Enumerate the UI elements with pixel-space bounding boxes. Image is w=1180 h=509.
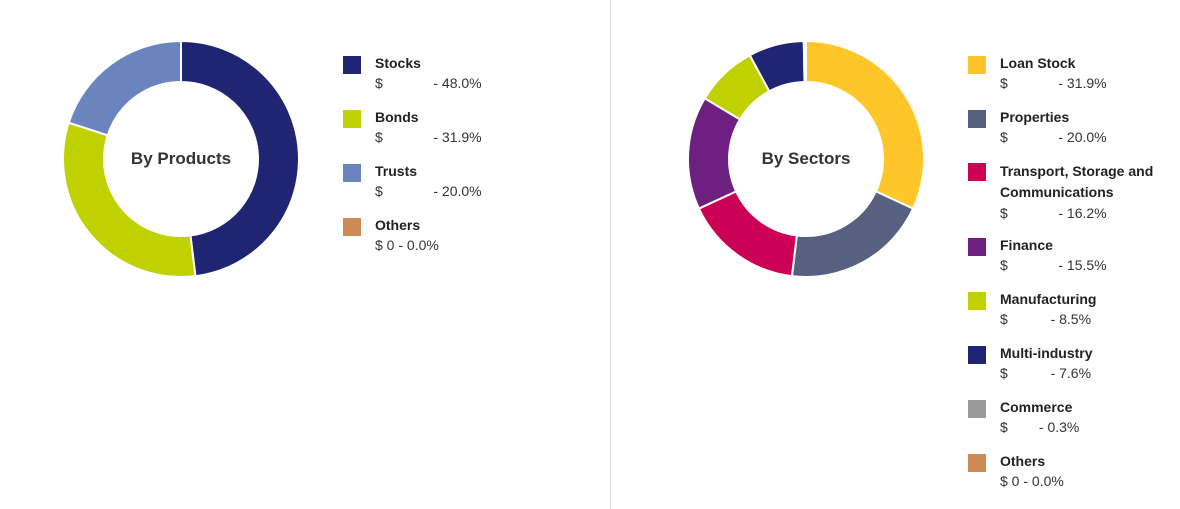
legend-value: $ - 48.0% xyxy=(375,75,482,91)
legend-item-loan-stock[interactable]: Loan Stock $ - 31.9% xyxy=(968,54,1173,108)
donut-slice-commerce[interactable] xyxy=(802,40,807,84)
legend-item-commerce[interactable]: Commerce $ - 0.3% xyxy=(968,398,1173,452)
donut-slice-loan-stock[interactable] xyxy=(805,40,925,210)
legend-label: Finance xyxy=(1000,237,1053,253)
donut-slice-properties[interactable] xyxy=(790,190,915,278)
legend-label: Trusts xyxy=(375,163,418,179)
multi-industry-color-swatch xyxy=(968,346,986,364)
legend-item-others[interactable]: Others $ 0 - 0.0% xyxy=(968,452,1173,506)
legend-value: $ - 7.6% xyxy=(1000,365,1092,381)
trusts-color-swatch xyxy=(343,164,361,182)
others-color-swatch xyxy=(343,218,361,236)
others-color-swatch xyxy=(968,454,986,472)
legend-label: Manufacturing xyxy=(1000,291,1097,307)
legend-label: Bonds xyxy=(375,109,419,125)
properties-color-swatch xyxy=(968,110,986,128)
bonds-color-swatch xyxy=(343,110,361,128)
legend-value: $ - 8.5% xyxy=(1000,311,1092,327)
legend-value: $ - 31.9% xyxy=(1000,75,1107,91)
products-donut-svg xyxy=(62,40,300,278)
transport-color-swatch xyxy=(968,163,986,181)
donut-slice-transport-storage-and-communications[interactable] xyxy=(697,190,798,278)
loan-stock-color-swatch xyxy=(968,56,986,74)
legend-label: Loan Stock xyxy=(1000,55,1076,71)
legend-value: $ - 16.2% xyxy=(1000,205,1107,221)
legend-item-bonds[interactable]: Bonds $ - 31.9% xyxy=(343,108,583,162)
legend-label: Others xyxy=(1000,453,1046,469)
legend-item-multi-industry[interactable]: Multi-industry $ - 7.6% xyxy=(968,344,1173,398)
sectors-donut-svg xyxy=(687,40,925,278)
legend-value: $ - 0.3% xyxy=(1000,419,1080,435)
legend-value: $ - 20.0% xyxy=(375,183,482,199)
legend-label: Stocks xyxy=(375,55,421,71)
stocks-color-swatch xyxy=(343,56,361,74)
donut-slice-trusts[interactable] xyxy=(67,40,182,137)
sectors-legend: Loan Stock $ - 31.9% Properties $ - 20.0… xyxy=(968,54,1173,506)
donut-slice-bonds[interactable] xyxy=(62,121,197,278)
legend-item-stocks[interactable]: Stocks $ - 48.0% xyxy=(343,54,583,108)
legend-item-transport[interactable]: Transport, Storage and Communications $ … xyxy=(968,161,1173,236)
products-legend: Stocks $ - 48.0% Bonds $ - 31.9% Trusts … xyxy=(343,54,583,270)
finance-color-swatch xyxy=(968,238,986,256)
legend-label: Commerce xyxy=(1000,399,1073,415)
legend-label: Multi-industry xyxy=(1000,345,1093,361)
donut-slice-stocks[interactable] xyxy=(180,40,300,278)
legend-item-finance[interactable]: Finance $ - 15.5% xyxy=(968,236,1173,290)
legend-item-trusts[interactable]: Trusts $ - 20.0% xyxy=(343,162,583,216)
legend-value: $ 0 - 0.0% xyxy=(375,237,439,253)
legend-label: Properties xyxy=(1000,109,1070,125)
products-donut-chart: By Products xyxy=(62,40,300,278)
legend-value: $ 0 - 0.0% xyxy=(1000,473,1064,489)
panel-divider xyxy=(610,0,611,509)
commerce-color-swatch xyxy=(968,400,986,418)
legend-value: $ - 20.0% xyxy=(1000,129,1107,145)
legend-item-properties[interactable]: Properties $ - 20.0% xyxy=(968,108,1173,162)
legend-value: $ - 15.5% xyxy=(1000,257,1107,273)
legend-label: Transport, Storage and Communications xyxy=(1000,163,1154,200)
legend-item-others[interactable]: Others $ 0 - 0.0% xyxy=(343,216,583,270)
manufacturing-color-swatch xyxy=(968,292,986,310)
legend-value: $ - 31.9% xyxy=(375,129,482,145)
sectors-donut-chart: By Sectors xyxy=(687,40,925,278)
legend-item-manufacturing[interactable]: Manufacturing $ - 8.5% xyxy=(968,290,1173,344)
legend-label: Others xyxy=(375,217,421,233)
